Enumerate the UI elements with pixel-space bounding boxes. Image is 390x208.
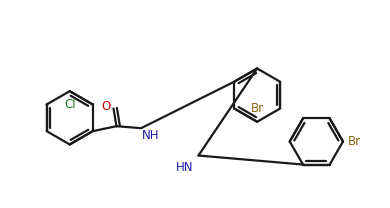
Text: Cl: Cl xyxy=(64,98,76,111)
Text: NH: NH xyxy=(142,129,160,142)
Text: Br: Br xyxy=(251,102,264,115)
Text: HN: HN xyxy=(176,161,193,175)
Text: O: O xyxy=(101,100,110,113)
Text: Br: Br xyxy=(348,135,361,148)
